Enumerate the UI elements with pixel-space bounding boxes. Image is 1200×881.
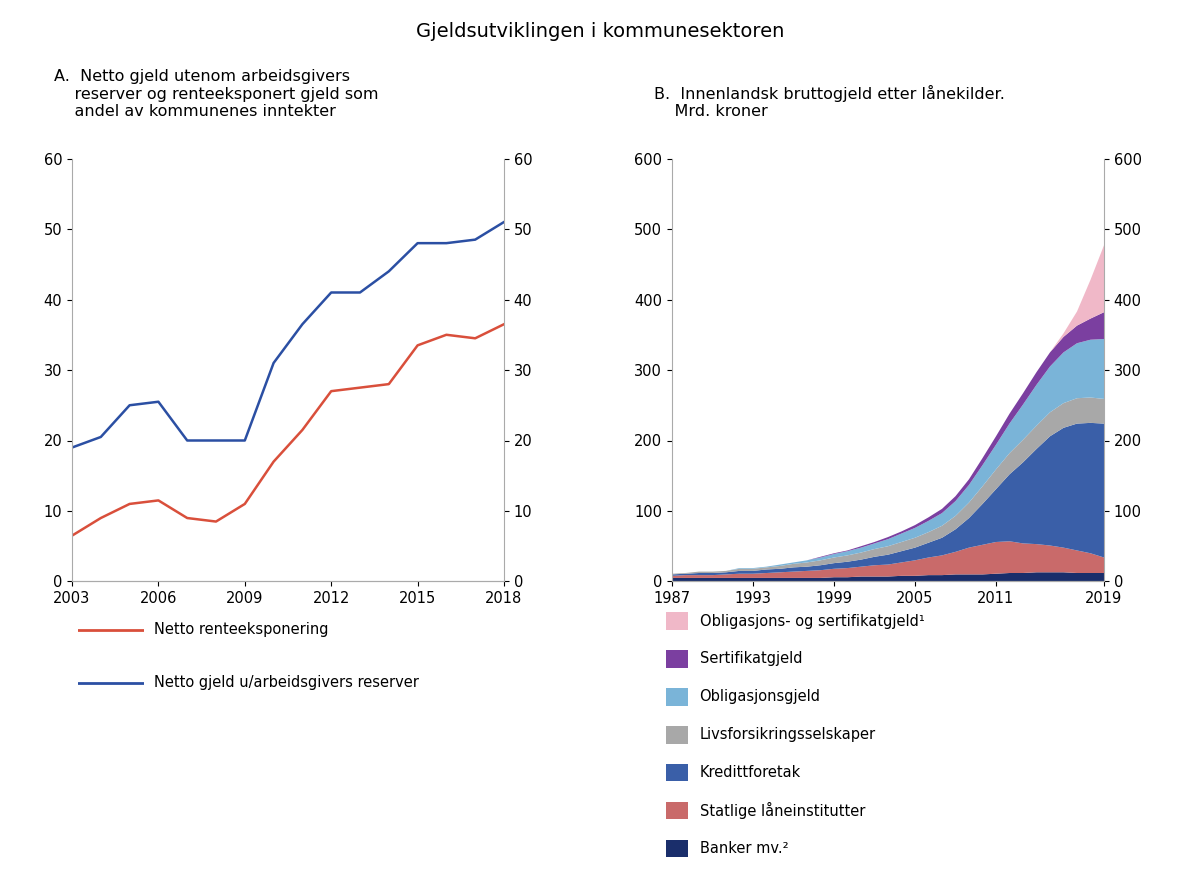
Text: Obligasjons- og sertifikatgjeld¹: Obligasjons- og sertifikatgjeld¹ — [700, 613, 924, 629]
Text: Livsforsikringsselskaper: Livsforsikringsselskaper — [700, 727, 876, 743]
Text: Gjeldsutviklingen i kommunesektoren: Gjeldsutviklingen i kommunesektoren — [416, 22, 784, 41]
Text: B.  Innenlandsk bruttogjeld etter lånekilder.
    Mrd. kroner: B. Innenlandsk bruttogjeld etter lånekil… — [654, 85, 1004, 119]
Text: A.  Netto gjeld utenom arbeidsgivers
    reserver og renteeksponert gjeld som
  : A. Netto gjeld utenom arbeidsgivers rese… — [54, 69, 378, 119]
Text: Statlige låneinstitutter: Statlige låneinstitutter — [700, 802, 865, 819]
Text: Sertifikatgjeld: Sertifikatgjeld — [700, 651, 802, 667]
Text: Kredittforetak: Kredittforetak — [700, 765, 800, 781]
Text: Netto gjeld u/arbeidsgivers reserver: Netto gjeld u/arbeidsgivers reserver — [154, 675, 419, 691]
Text: Banker mv.²: Banker mv.² — [700, 840, 788, 856]
Text: Obligasjonsgjeld: Obligasjonsgjeld — [700, 689, 821, 705]
Text: Netto renteeksponering: Netto renteeksponering — [154, 622, 328, 638]
